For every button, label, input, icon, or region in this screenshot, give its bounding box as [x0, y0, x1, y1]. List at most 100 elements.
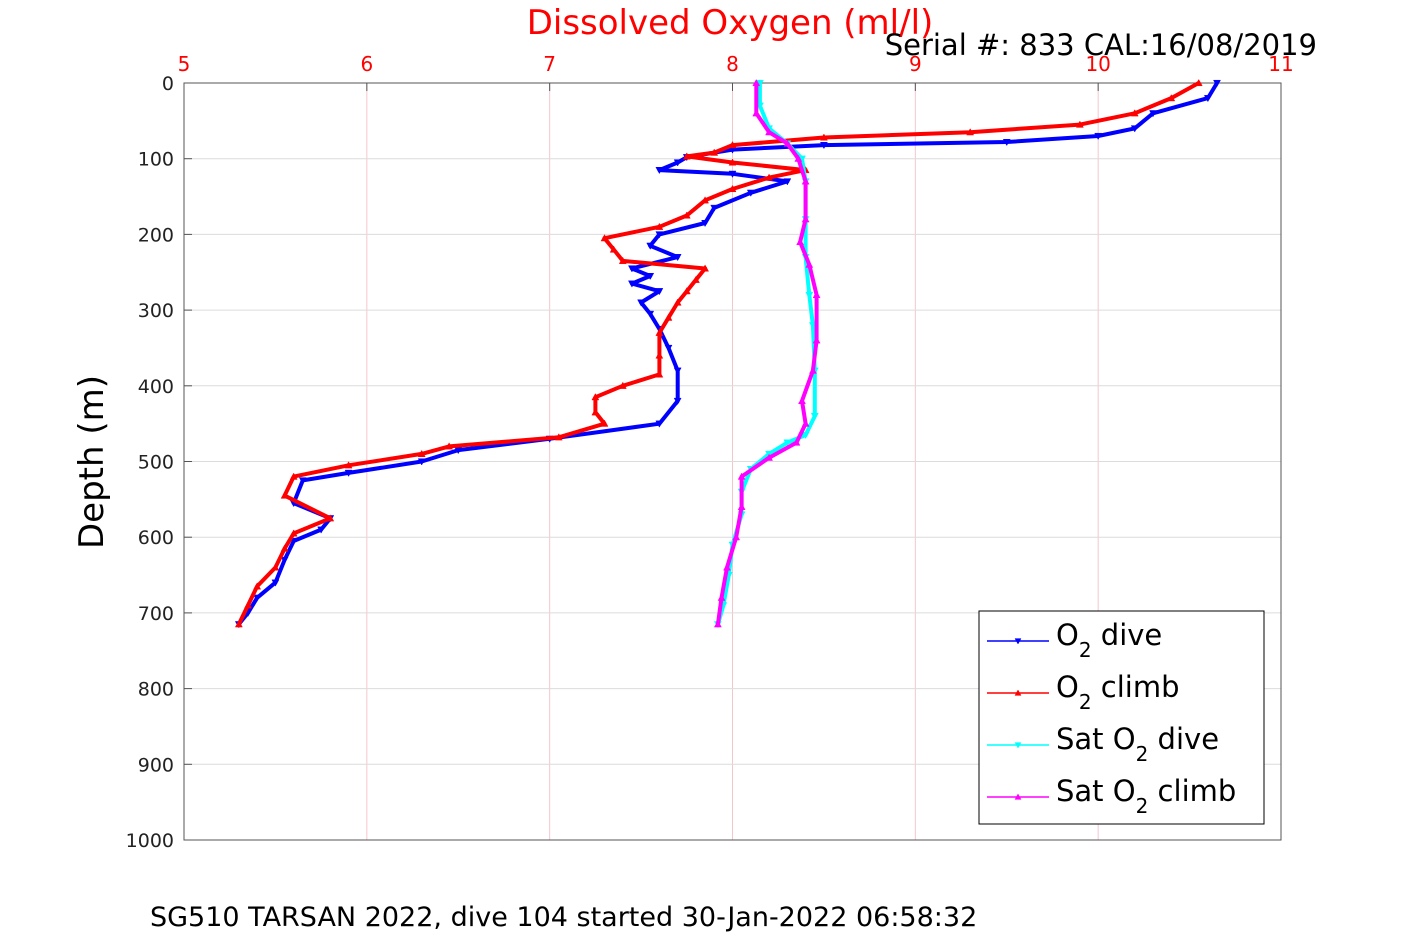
series-point — [289, 472, 298, 480]
series-point — [673, 397, 682, 405]
series-point — [682, 287, 691, 295]
series-point — [765, 173, 773, 181]
series-point — [280, 544, 289, 552]
serial-cal-label: Serial #: 833 CAL:16/08/2019 — [885, 28, 1317, 62]
series-point — [801, 177, 810, 185]
series-point — [655, 231, 664, 239]
series-point — [682, 152, 691, 160]
series-point — [792, 438, 801, 446]
series-point — [1075, 120, 1084, 128]
series-point — [655, 288, 664, 296]
series-point — [628, 280, 636, 288]
y-tick-label: 400 — [138, 376, 174, 398]
legend-item: O2 dive — [987, 618, 1162, 662]
legend-box — [978, 610, 1265, 825]
y-tick-label: 700 — [138, 603, 174, 625]
series-point — [655, 420, 664, 428]
x-tick-label: 5 — [178, 52, 191, 76]
series-point — [701, 219, 709, 228]
series-point — [280, 556, 289, 564]
x-tick-label: 8 — [726, 52, 739, 76]
series-point — [289, 529, 298, 537]
series-point — [794, 154, 803, 162]
series-point — [701, 196, 709, 204]
series-point — [1002, 138, 1011, 147]
series-point — [244, 601, 252, 609]
y-tick-label: 900 — [138, 754, 174, 776]
series-point — [710, 204, 719, 212]
chart-title: Dissolved Oxygen (ml/l) — [527, 3, 934, 43]
legend-item: Sat O2 dive — [987, 722, 1219, 766]
series-point — [591, 393, 600, 401]
y-tick-label: 300 — [138, 300, 174, 322]
series-point — [801, 215, 810, 223]
series-point — [344, 461, 353, 469]
series-point — [326, 514, 335, 522]
series-point — [317, 526, 326, 534]
series-point — [713, 620, 722, 628]
series-point — [655, 370, 664, 378]
series-point — [1130, 109, 1139, 117]
series-point — [801, 419, 810, 427]
series-point — [701, 264, 709, 272]
legend: O2 dive O2 climb Sat O2 dive Sat O2 climb — [978, 610, 1265, 825]
series-point — [809, 366, 817, 374]
series-point — [783, 439, 792, 447]
series-point — [1014, 638, 1022, 645]
series-point — [271, 579, 280, 587]
series-point — [600, 419, 609, 427]
series-point — [682, 211, 691, 219]
series-climb-sato — [713, 78, 821, 628]
legend-item: O2 climb — [987, 670, 1180, 714]
series-point — [819, 133, 828, 141]
y-tick-label: 100 — [138, 149, 174, 171]
series-point — [646, 310, 655, 318]
series-point — [655, 328, 664, 336]
series-point — [591, 408, 600, 416]
series-point — [646, 242, 655, 250]
legend-item: Sat O2 climb — [987, 774, 1236, 818]
series-point — [732, 533, 741, 541]
series-point — [1014, 742, 1022, 749]
series-point — [1014, 793, 1022, 800]
series-point — [812, 290, 821, 299]
series-point — [728, 184, 737, 193]
legend-label: O2 dive — [1056, 618, 1162, 662]
series-point — [728, 158, 737, 166]
series-point — [765, 128, 773, 136]
series-climb-o — [234, 78, 1203, 628]
series-point — [618, 256, 627, 264]
series-point — [637, 299, 646, 307]
series-point — [344, 469, 353, 477]
series-point — [1203, 95, 1212, 103]
series-point — [810, 413, 819, 421]
series-line — [715, 83, 819, 625]
series-point — [737, 472, 746, 480]
axis-ticks: 5 6 7 8 9 10 11 0 100 200 300 400 500 600 700 800 900 100… — [126, 52, 1294, 852]
y-tick-label: 1000 — [126, 830, 174, 852]
series-point — [752, 109, 761, 117]
series-point — [801, 431, 810, 440]
x-tick-label: 6 — [360, 52, 373, 76]
x-tick-label: 7 — [543, 52, 556, 76]
series-line — [236, 81, 1200, 626]
series-point — [673, 298, 682, 306]
series-point — [717, 593, 726, 601]
y-tick-label: 600 — [138, 527, 174, 549]
series-point — [628, 265, 636, 273]
series-point — [966, 128, 975, 136]
series-point — [609, 245, 618, 253]
series-point — [798, 396, 806, 404]
series-point — [812, 336, 821, 344]
series-point — [692, 275, 700, 283]
series-point — [1194, 78, 1203, 87]
series-point — [445, 442, 454, 450]
legend-label: Sat O2 dive — [1056, 722, 1219, 766]
y-tick-label: 200 — [138, 224, 174, 246]
series-point — [655, 351, 664, 359]
series-point — [783, 178, 792, 186]
legend-label: O2 climb — [1056, 670, 1180, 714]
series-point — [234, 620, 243, 628]
series-point — [253, 594, 262, 602]
